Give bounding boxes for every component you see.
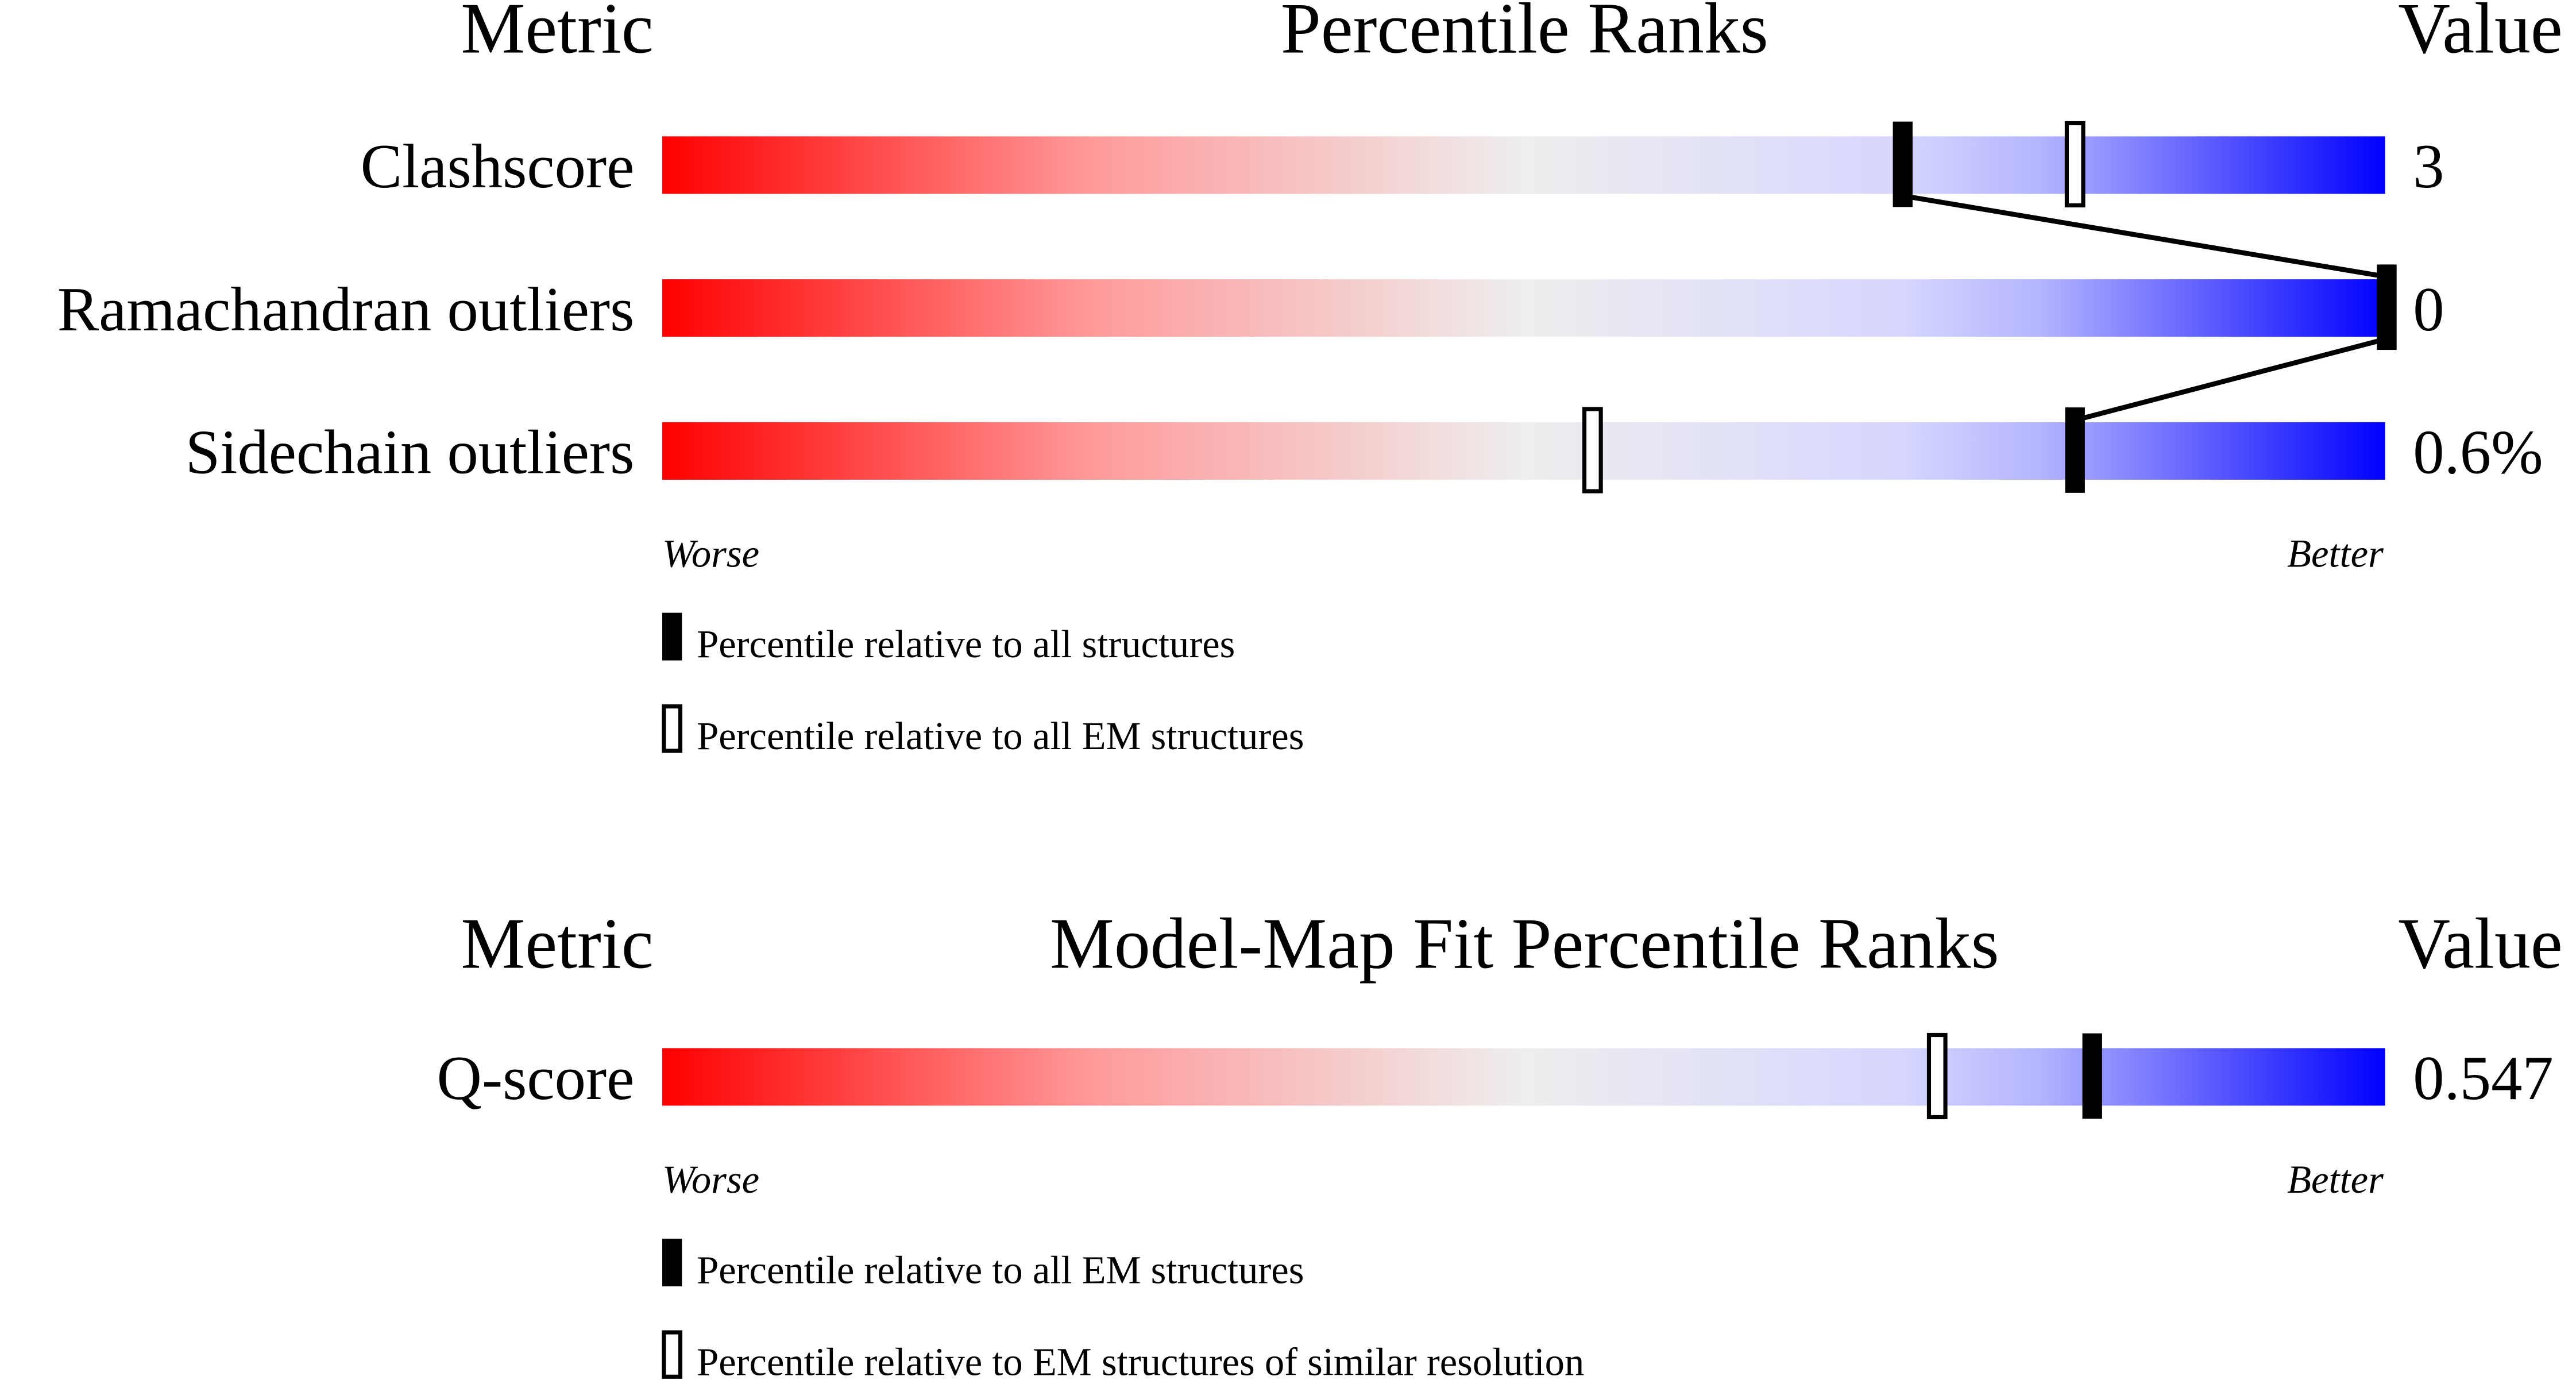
legend-filled-label: Percentile relative to all EM structures — [697, 1248, 1304, 1292]
legend-open-marker — [662, 1330, 683, 1379]
legend-filled-marker — [662, 612, 682, 661]
metric-label: Clashscore — [361, 132, 635, 201]
value-header: Value — [2398, 0, 2562, 69]
marker-em-percentile — [1926, 1032, 1948, 1120]
legend-open-label: Percentile relative to all EM structures — [697, 714, 1304, 758]
percentile-bar — [662, 422, 2385, 480]
metric-label: Q-score — [437, 1043, 635, 1113]
better-label: Better — [2287, 532, 2384, 576]
marker-em-percentile — [1582, 407, 1603, 494]
legend-open-marker — [662, 704, 683, 753]
marker-all-percentile — [2082, 1033, 2102, 1119]
marker-all-percentile — [2377, 264, 2397, 350]
chart-title: Model-Map Fit Percentile Ranks — [1050, 904, 1999, 984]
value-header: Value — [2398, 904, 2562, 984]
metric-label: Ramachandran outliers — [57, 275, 635, 344]
metric-value: 0 — [2413, 275, 2444, 344]
worse-label: Worse — [662, 1158, 759, 1201]
metric-label: Sidechain outliers — [186, 418, 635, 487]
legend-filled-label: Percentile relative to all structures — [697, 622, 1235, 666]
worse-label: Worse — [662, 532, 759, 576]
chart-title: Percentile Ranks — [1281, 0, 1768, 69]
metric-value: 3 — [2413, 132, 2444, 201]
better-label: Better — [2287, 1158, 2384, 1201]
marker-all-percentile — [1893, 121, 1913, 207]
legend-filled-marker — [662, 1239, 682, 1287]
percentile-bar — [662, 1048, 2385, 1106]
metric-header: Metric — [461, 904, 653, 984]
marker-all-percentile — [2065, 407, 2085, 493]
connector-line — [1910, 194, 2382, 279]
metric-header: Metric — [461, 0, 653, 69]
panel-model-map-fit: Metric Model-Map Fit Percentile Ranks Va… — [437, 904, 2563, 1380]
panel-validation: Metric Percentile Ranks Value Clashscore… — [57, 0, 2563, 758]
percentile-bar — [662, 136, 2385, 194]
legend-open-label: Percentile relative to EM structures of … — [697, 1340, 1584, 1380]
marker-em-percentile — [2064, 121, 2085, 208]
connector-line — [2079, 337, 2383, 422]
percentile-bar — [662, 279, 2385, 337]
metric-value: 0.547 — [2413, 1043, 2553, 1113]
metric-value: 0.6% — [2413, 418, 2543, 487]
